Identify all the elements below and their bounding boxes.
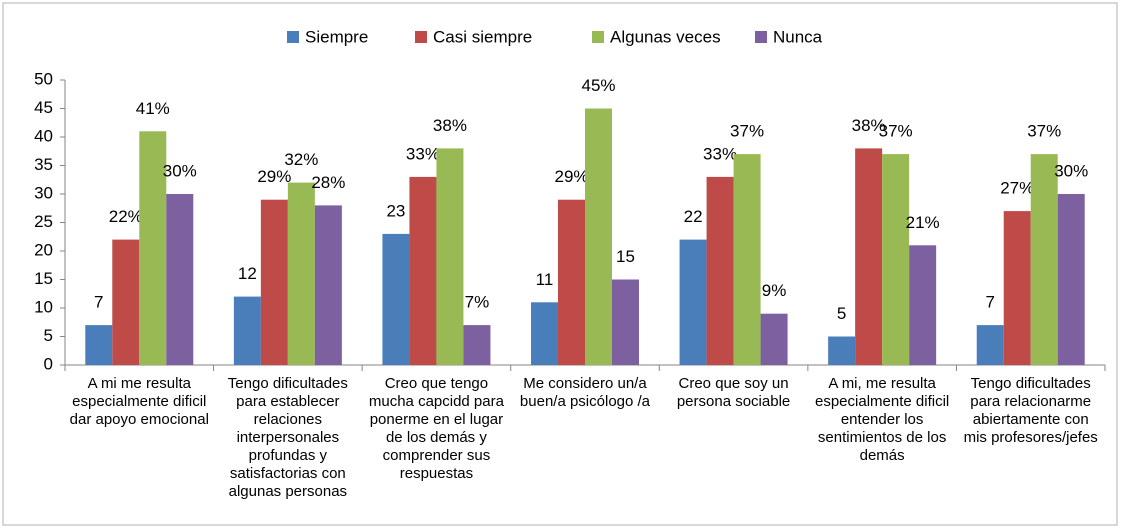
- x-tick-label: Creo que soy un persona sociable: [676, 375, 791, 410]
- y-tick-label: 25: [34, 212, 53, 231]
- bar: [1057, 194, 1085, 365]
- data-label: 9%: [762, 281, 787, 300]
- bar: [382, 233, 410, 365]
- data-label: 41%: [136, 99, 170, 118]
- y-tick-label: 5: [44, 326, 53, 345]
- y-tick-label: 50: [34, 69, 53, 88]
- x-tick-label: A mi, me resulta especialmente dificil e…: [815, 375, 950, 464]
- y-tick-label: 0: [44, 354, 53, 373]
- y-tick-label: 35: [34, 155, 53, 174]
- data-label: 38%: [852, 116, 886, 135]
- legend-label: Casi siempre: [433, 27, 532, 46]
- bar: [409, 176, 437, 365]
- bar: [112, 239, 140, 365]
- data-label: 7: [985, 293, 994, 312]
- bar: [260, 199, 288, 365]
- data-label: 23: [386, 201, 405, 220]
- legend-swatch: [415, 31, 427, 43]
- data-label: 22: [684, 207, 703, 226]
- bar: [166, 194, 194, 365]
- bar: [558, 199, 585, 365]
- bar: [760, 313, 788, 365]
- bar: [706, 176, 734, 365]
- data-label: 12: [238, 264, 257, 283]
- bar: [1003, 211, 1031, 365]
- data-label: 7%: [465, 293, 490, 312]
- bar: [436, 148, 464, 365]
- bar: [314, 205, 342, 365]
- data-label: 33%: [703, 144, 737, 163]
- bar: [909, 245, 937, 365]
- y-tick-label: 40: [34, 126, 53, 145]
- legend-label: Algunas veces: [610, 27, 721, 46]
- bar: [1030, 154, 1058, 365]
- bar: [585, 108, 612, 365]
- legend-label: Siempre: [305, 27, 368, 46]
- x-tick-label: Creo que tengo mucha capcidd para ponerm…: [368, 375, 504, 482]
- bar: [976, 325, 1004, 365]
- legend-swatch: [287, 31, 299, 43]
- bar: [85, 325, 113, 365]
- data-label: 30%: [1054, 161, 1088, 180]
- data-label: 11: [536, 270, 554, 289]
- x-tick-label: Tengo dificultades para relacionarme abi…: [963, 375, 1098, 446]
- bar: [828, 336, 856, 365]
- bar: [139, 131, 167, 365]
- data-label: 37%: [730, 122, 764, 141]
- data-label: 29%: [554, 167, 588, 186]
- bar: [233, 296, 261, 365]
- data-label: 7: [94, 293, 103, 312]
- x-tick-label: A mi me resulta especialmente dificil da…: [69, 375, 209, 428]
- bar: [287, 182, 315, 365]
- bar: [733, 154, 761, 365]
- data-label: 45%: [581, 76, 615, 95]
- data-label: 21%: [906, 213, 940, 232]
- x-tick-label: Tengo dificultades para establecer relac…: [227, 375, 348, 500]
- data-label: 30%: [163, 161, 197, 180]
- bar: [882, 154, 910, 365]
- y-tick-label: 20: [34, 240, 53, 259]
- data-label: 28%: [311, 173, 345, 192]
- legend-swatch: [592, 31, 604, 43]
- data-label: 29%: [257, 167, 291, 186]
- data-label: 22%: [109, 207, 143, 226]
- y-tick-label: 30: [34, 183, 53, 202]
- bar: [855, 148, 883, 365]
- bar: [612, 279, 639, 365]
- y-tick-label: 45: [34, 98, 53, 117]
- data-label: 33%: [406, 144, 440, 163]
- legend-swatch: [755, 31, 767, 43]
- data-label: 38%: [433, 116, 467, 135]
- y-tick-label: 15: [34, 269, 53, 288]
- bar: [679, 239, 707, 365]
- data-label: 5: [837, 304, 846, 323]
- bar: [531, 302, 558, 365]
- data-label: 37%: [879, 122, 913, 141]
- data-label: 32%: [284, 150, 318, 169]
- legend-label: Nunca: [773, 27, 823, 46]
- data-label: 37%: [1027, 122, 1061, 141]
- y-tick-label: 10: [34, 297, 53, 316]
- x-tick-label: Me considero un/a buen/a psicólogo /a: [519, 375, 651, 410]
- data-label: 15: [616, 247, 635, 266]
- data-label: 27%: [1000, 179, 1034, 198]
- bar: [463, 325, 491, 365]
